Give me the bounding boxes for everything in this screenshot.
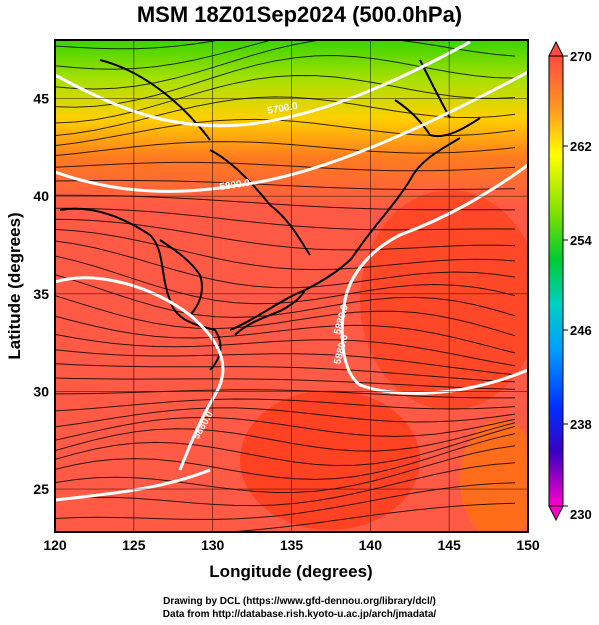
streamline <box>55 218 516 251</box>
streamline <box>55 482 516 526</box>
streamline <box>55 376 516 390</box>
streamline <box>55 96 516 137</box>
streamline <box>55 315 516 354</box>
colorbar: 270 262 254 246 238 230 <box>548 40 592 522</box>
streamline <box>55 40 516 90</box>
geopotential-contours <box>55 40 528 502</box>
streamline <box>55 74 516 124</box>
streamline <box>55 161 516 172</box>
warm-anomaly-southeast <box>460 420 528 532</box>
coastlines <box>59 59 481 371</box>
streamline <box>55 207 516 231</box>
streamline <box>55 425 516 467</box>
streamline <box>55 398 516 412</box>
colorbar-tick-label: 262 <box>570 139 592 154</box>
credit-drawing: Drawing by DCL (https://www.gfd-dennou.o… <box>163 596 436 607</box>
colorbar-tick-label: 246 <box>570 323 592 338</box>
colorbar-tick-label: 238 <box>570 417 592 432</box>
contour-5880-west <box>55 276 225 471</box>
y-tick-label: 45 <box>33 91 49 107</box>
streamline <box>55 422 516 452</box>
streamline <box>55 179 516 190</box>
colorbar-tick-label: 230 <box>570 507 592 522</box>
y-tick-label: 25 <box>33 481 49 497</box>
streamline <box>55 445 516 496</box>
streamline <box>55 407 516 428</box>
x-tick-label: 125 <box>122 537 146 553</box>
streamline <box>221 502 516 532</box>
y-tick-label: 40 <box>33 188 49 204</box>
warm-anomaly-south <box>240 390 420 530</box>
colorbar-gradient <box>548 55 564 507</box>
streamline <box>55 462 516 511</box>
contour-5880-south <box>55 468 211 502</box>
streamline <box>55 389 516 399</box>
streamline <box>55 361 516 383</box>
x-tick-label: 150 <box>516 537 540 553</box>
y-axis-label: Latitude (degrees) <box>5 212 24 359</box>
streamline <box>55 416 516 441</box>
streamline <box>55 433 516 481</box>
x-tick-label: 140 <box>359 537 383 553</box>
colorbar-bottom-arrow <box>548 505 564 522</box>
streamline <box>55 331 516 367</box>
x-tick-label: 130 <box>201 537 225 553</box>
streamline <box>55 40 274 70</box>
grid-lines <box>55 40 528 532</box>
colorbar-tick-label: 254 <box>570 233 592 248</box>
x-tick-label: 120 <box>43 537 67 553</box>
streamline <box>55 228 516 271</box>
colorbar-top-arrow <box>548 40 564 57</box>
y-axis-ticks: 45 40 35 30 25 <box>33 91 49 497</box>
contour-5700 <box>55 40 471 128</box>
x-tick-label: 135 <box>280 537 304 553</box>
contour-5880-east <box>340 163 528 395</box>
credit-data: Data from http://database.rish.kyoto-u.a… <box>162 609 437 620</box>
x-tick-label: 145 <box>437 537 461 553</box>
contour-label: 5700.0 <box>267 101 299 117</box>
streamline <box>55 194 516 211</box>
plot-area: 5700.0 5800.0 5880.0 5880.0 5880.0 <box>55 40 528 532</box>
x-axis-ticks: 120 125 130 135 140 145 150 <box>43 537 540 553</box>
x-axis-label: Longitude (degrees) <box>209 562 372 581</box>
plot-frame <box>54 39 529 533</box>
streamline <box>55 346 516 376</box>
y-tick-label: 30 <box>33 383 49 399</box>
streamline <box>55 255 516 305</box>
colorbar-tick-label: 270 <box>570 49 592 64</box>
streamline <box>55 295 516 337</box>
y-tick-label: 35 <box>33 286 49 302</box>
contour-label: 5800.0 <box>219 178 251 193</box>
chart-title: MSM 18Z01Sep2024 (500.0hPa) <box>136 2 463 27</box>
streamline <box>55 240 516 289</box>
contour-5800 <box>55 70 528 193</box>
streamline <box>55 40 222 50</box>
